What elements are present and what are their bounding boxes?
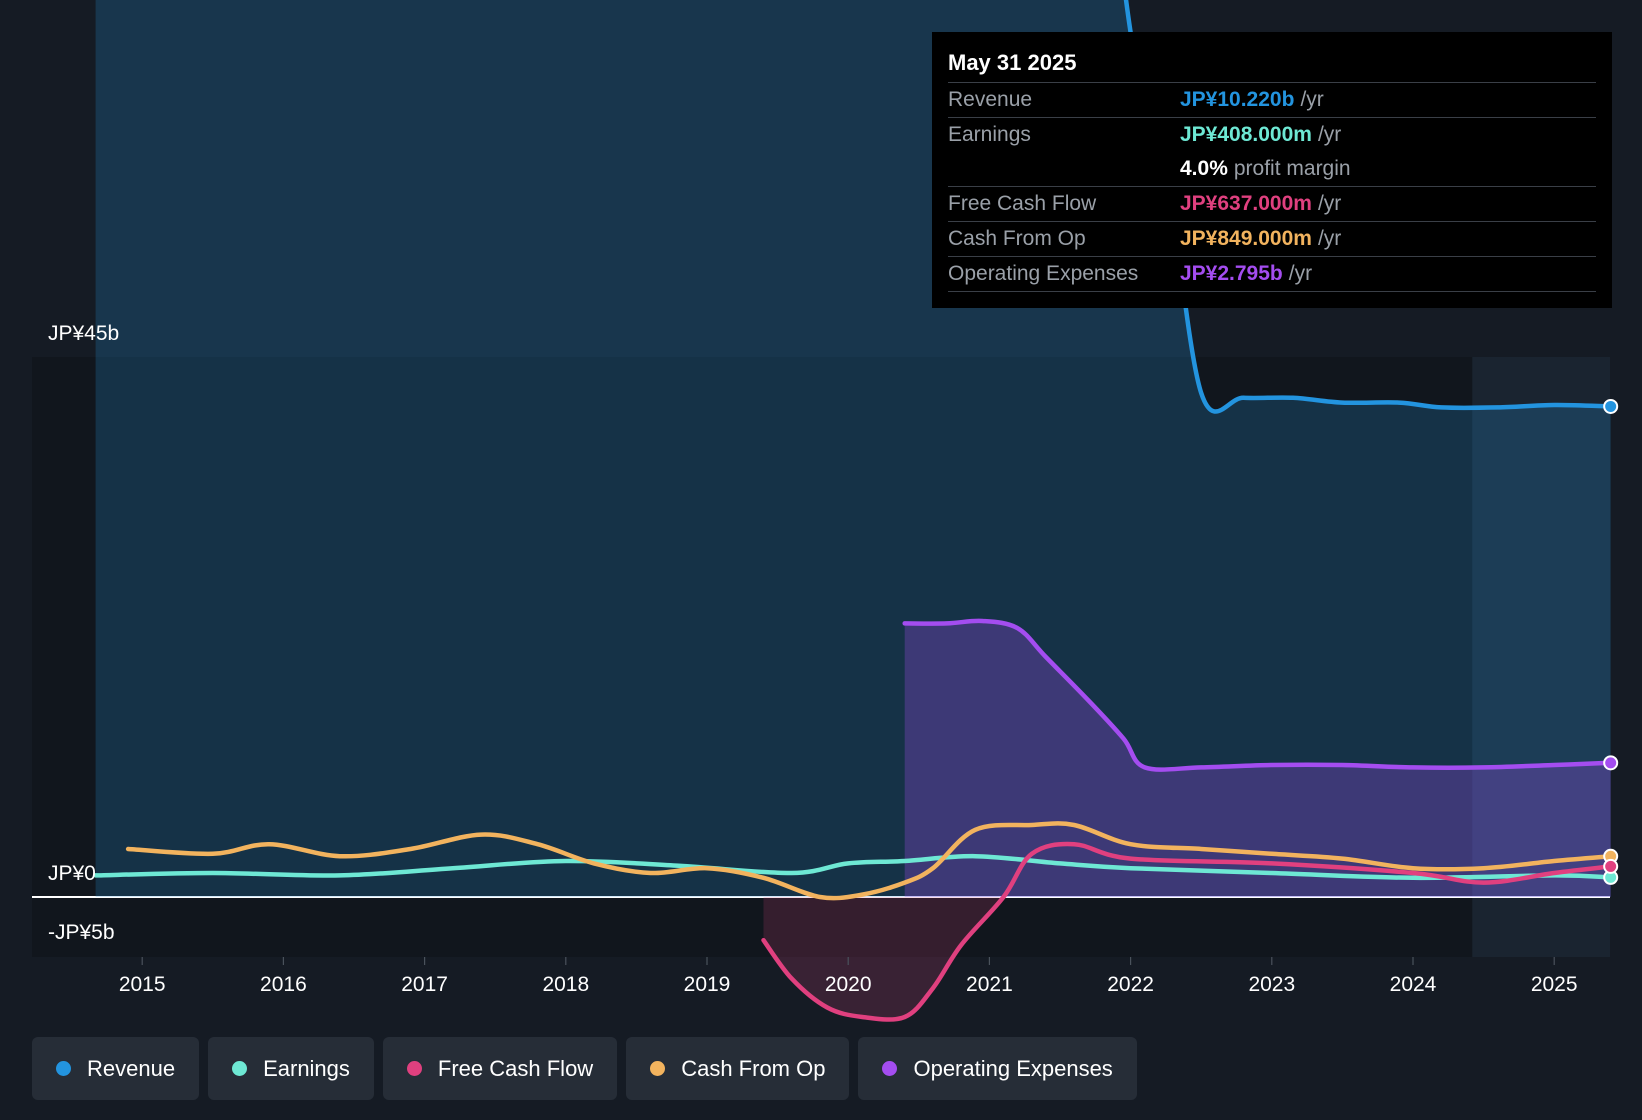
tooltip-row-revenue: Revenue JP¥10.220b /yr (948, 83, 1596, 118)
x-tick-label: 2017 (401, 973, 448, 996)
tooltip-value: JP¥10.220b (1180, 88, 1295, 111)
free-cash-flow-end-marker (1603, 858, 1619, 874)
operating-expenses-line (902, 618, 1613, 772)
revenue-line (1123, 0, 1613, 414)
past-region-shade (32, 357, 1473, 957)
series-end-markers (1603, 398, 1619, 885)
x-tick-label: 2023 (1248, 973, 1295, 996)
series-lines (93, 0, 1613, 1022)
x-tick-label: 2020 (825, 973, 872, 996)
x-tick-label: 2016 (260, 973, 307, 996)
y-label-bottom: -JP¥5b (48, 921, 115, 944)
tooltip-value: JP¥637.000m (1180, 192, 1312, 215)
tooltip-label: Free Cash Flow (948, 192, 1097, 215)
legend-label: Free Cash Flow (437, 1055, 594, 1081)
earnings-line (93, 853, 1613, 881)
legend-item-operating-expenses[interactable]: Operating Expenses (858, 1037, 1137, 1100)
y-label-top: JP¥45b (48, 322, 119, 345)
tooltip-value: 4.0% (1180, 157, 1228, 180)
legend-label: Revenue (87, 1055, 176, 1081)
revenue-area (95, 0, 1611, 897)
legend-item-cash-from-op[interactable]: Cash From Op (626, 1037, 850, 1100)
legend-label: Cash From Op (681, 1055, 826, 1081)
tooltip-value: JP¥849.000m (1180, 227, 1312, 250)
x-tick-label: 2018 (542, 973, 589, 996)
legend-item-revenue[interactable]: Revenue (32, 1037, 200, 1100)
tooltip-unit: /yr (1317, 123, 1342, 146)
tooltip-panel: May 31 2025 Revenue JP¥10.220b /yr Earni… (932, 32, 1612, 308)
y-label-zero: JP¥0 (48, 862, 96, 885)
tooltip-unit: /yr (1317, 227, 1342, 250)
tooltip-unit: /yr (1300, 88, 1324, 111)
x-axis-ticks: 2015 2016 2017 2018 2019 2020 2021 2022 2023 2024… (119, 957, 1578, 996)
legend-label: Earnings (263, 1055, 350, 1081)
tooltip-row-cash-from-op: Cash From Op JP¥849.000m /yr (948, 222, 1596, 257)
tooltip-unit: /yr (1288, 262, 1313, 285)
tooltip-label: Cash From Op (948, 227, 1086, 250)
tooltip-label (948, 152, 1180, 186)
free-cash-flow-dot-icon (406, 1061, 422, 1076)
x-tick-label: 2019 (684, 973, 731, 996)
x-tick-label: 2022 (1107, 973, 1154, 996)
tooltip-row-operating-expenses: Operating Expenses JP¥2.795b /yr (948, 257, 1596, 292)
tooltip-unit: profit margin (1233, 157, 1351, 180)
tooltip-label: Operating Expenses (948, 262, 1139, 285)
tooltip-date: May 31 2025 (948, 46, 1596, 83)
revenue-end-marker (1603, 398, 1619, 414)
operating-expenses-dot-icon (882, 1061, 898, 1076)
free-cash-flow-negative-area (763, 897, 1004, 1020)
tooltip-label: Earnings (948, 123, 1031, 146)
x-tick-label: 2025 (1531, 973, 1578, 996)
x-tick-label: 2015 (119, 973, 166, 996)
tooltip-unit: /yr (1317, 192, 1342, 215)
legend-item-free-cash-flow[interactable]: Free Cash Flow (382, 1037, 618, 1100)
legend: Revenue Earnings Free Cash Flow Cash Fro… (32, 1037, 1137, 1100)
earnings-dot-icon (232, 1061, 248, 1076)
tooltip-value: JP¥408.000m (1180, 123, 1312, 146)
cash-from-op-line (125, 821, 1613, 901)
x-tick-label: 2024 (1390, 973, 1437, 996)
free-cash-flow-line (761, 841, 1613, 1022)
operating-expenses-end-marker (1603, 755, 1619, 771)
revenue-dot-icon (56, 1061, 71, 1076)
x-tick-label: 2021 (966, 973, 1013, 996)
legend-label: Operating Expenses (913, 1055, 1113, 1081)
tooltip-row-profit-margin: 4.0% profit margin (948, 152, 1596, 187)
cash-from-op-dot-icon (650, 1061, 666, 1076)
tooltip-label: Revenue (948, 88, 1033, 111)
tooltip-value: JP¥2.795b (1180, 262, 1283, 285)
legend-item-earnings[interactable]: Earnings (208, 1037, 374, 1100)
tooltip-row-free-cash-flow: Free Cash Flow JP¥637.000m /yr (948, 187, 1596, 222)
tooltip-row-earnings: Earnings JP¥408.000m /yr (948, 118, 1596, 152)
